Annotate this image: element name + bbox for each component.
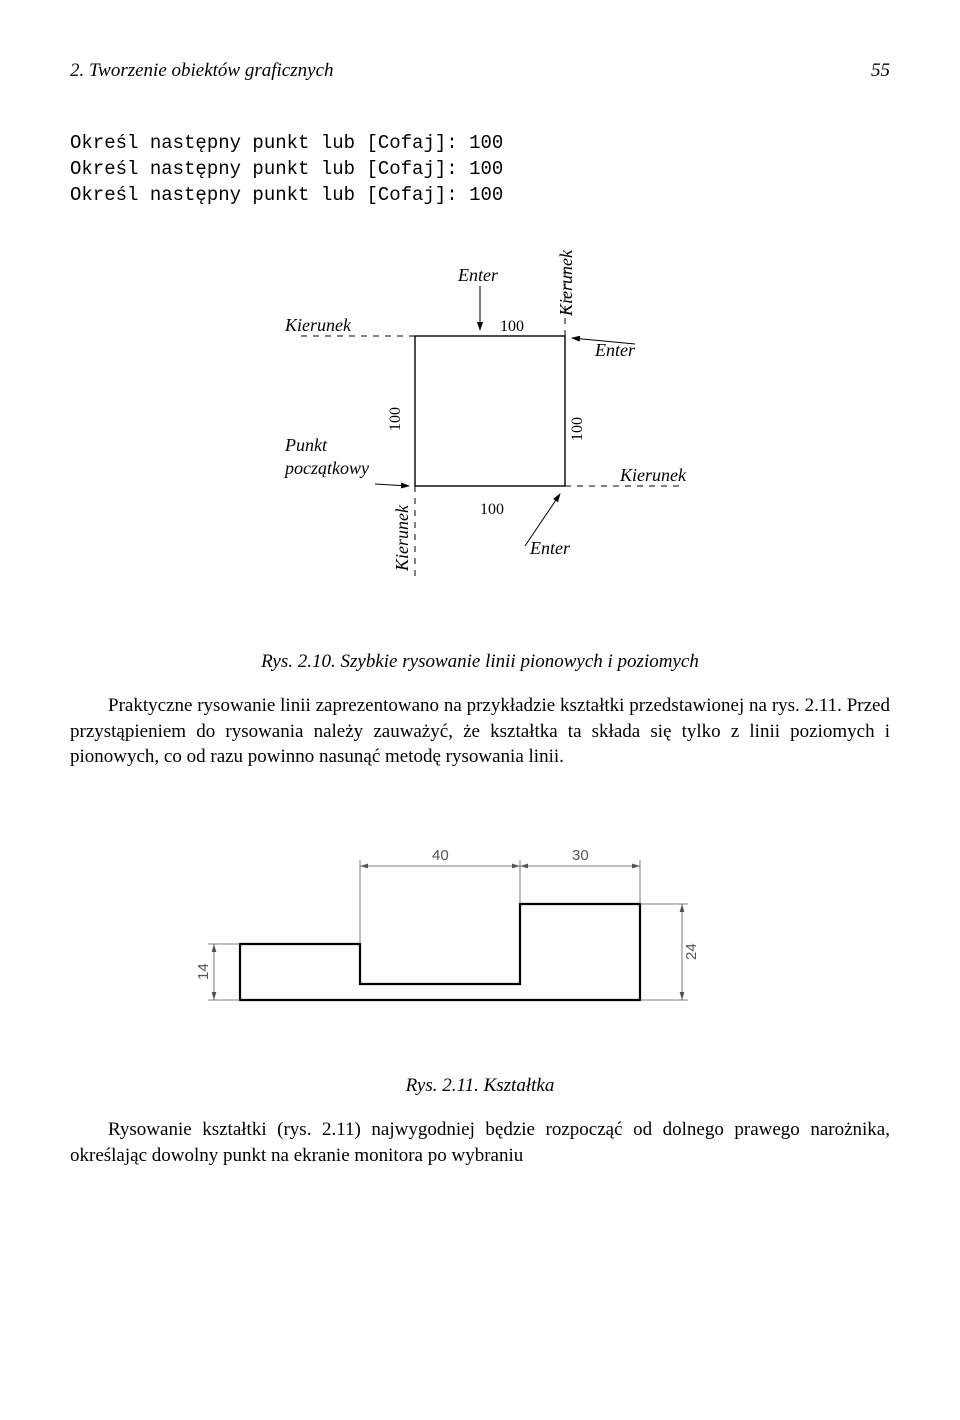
paragraph-2: Rysowanie kształtki (rys. 2.11) najwygod… bbox=[70, 1117, 890, 1168]
label-kierunek-left: Kierunek bbox=[284, 315, 352, 335]
label-poczatkowy: początkowy bbox=[283, 458, 369, 478]
figure-2-11: 40 30 14 24 bbox=[70, 800, 890, 1045]
dim-40: 40 bbox=[432, 847, 449, 864]
paragraph-1: Praktyczne rysowanie linii zaprezentowan… bbox=[70, 693, 890, 770]
dim-14: 14 bbox=[195, 963, 212, 980]
fig2-caption-text: Kształtka bbox=[484, 1075, 555, 1096]
dim-30: 30 bbox=[572, 847, 589, 864]
label-punkt: Punkt bbox=[284, 435, 328, 455]
dim-24: 24 bbox=[683, 943, 700, 960]
figure-2-10: Enter Kierunek 100 Kierunek Enter 100 10… bbox=[70, 236, 890, 621]
code-line: Określ następny punkt lub [Cofaj]: 100 bbox=[70, 184, 890, 206]
code-line: Określ następny punkt lub [Cofaj]: 100 bbox=[70, 158, 890, 180]
fig-caption-num: Rys. 2.10. bbox=[261, 651, 336, 672]
code-line: Określ następny punkt lub [Cofaj]: 100 bbox=[70, 132, 890, 154]
fig-caption-text: Szybkie rysowanie linii pionowych i pozi… bbox=[341, 651, 699, 672]
label-kierunek-bottom: Kierunek bbox=[392, 504, 412, 572]
label-kierunek-tr: Kierunek bbox=[556, 249, 576, 317]
fig2-caption-num: Rys. 2.11. bbox=[406, 1075, 479, 1096]
page-number: 55 bbox=[871, 60, 890, 82]
label-enter-top: Enter bbox=[457, 265, 499, 285]
dim-100-left: 100 bbox=[387, 407, 404, 431]
label-kierunek-right: Kierunek bbox=[619, 465, 687, 485]
label-enter-bottom: Enter bbox=[529, 538, 571, 558]
dim-100-bottom: 100 bbox=[480, 501, 504, 518]
dim-100-right: 100 bbox=[569, 417, 586, 441]
dim-100-top: 100 bbox=[500, 318, 524, 335]
section-title: 2. Tworzenie obiektów graficznych bbox=[70, 60, 334, 82]
